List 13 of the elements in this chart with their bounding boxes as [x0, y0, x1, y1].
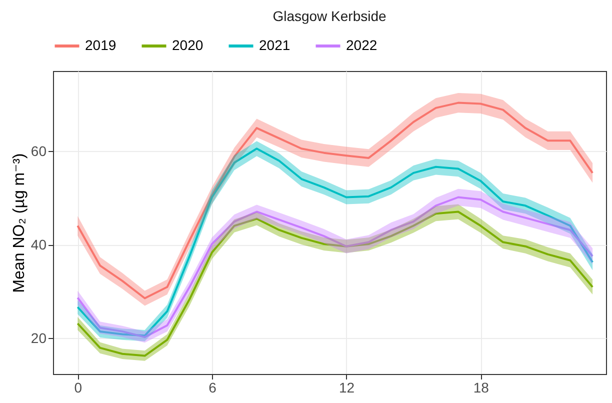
y-tick-label: 20: [30, 330, 47, 346]
legend-label: 2022: [346, 37, 378, 53]
y-tick-label: 60: [30, 142, 47, 159]
legend-label: 2019: [85, 37, 116, 53]
x-tick-label: 0: [74, 380, 82, 396]
x-tick-label: 12: [339, 380, 355, 396]
chart-title: Glasgow Kerbside: [272, 8, 387, 24]
legend-label: 2020: [172, 37, 204, 53]
y-axis-title: Mean NO₂ (µg m⁻³): [10, 153, 28, 293]
legend-label: 2021: [259, 37, 290, 53]
x-tick-label: 6: [208, 380, 217, 396]
y-tick-label: 40: [30, 236, 47, 252]
x-tick-label: 18: [473, 380, 490, 396]
